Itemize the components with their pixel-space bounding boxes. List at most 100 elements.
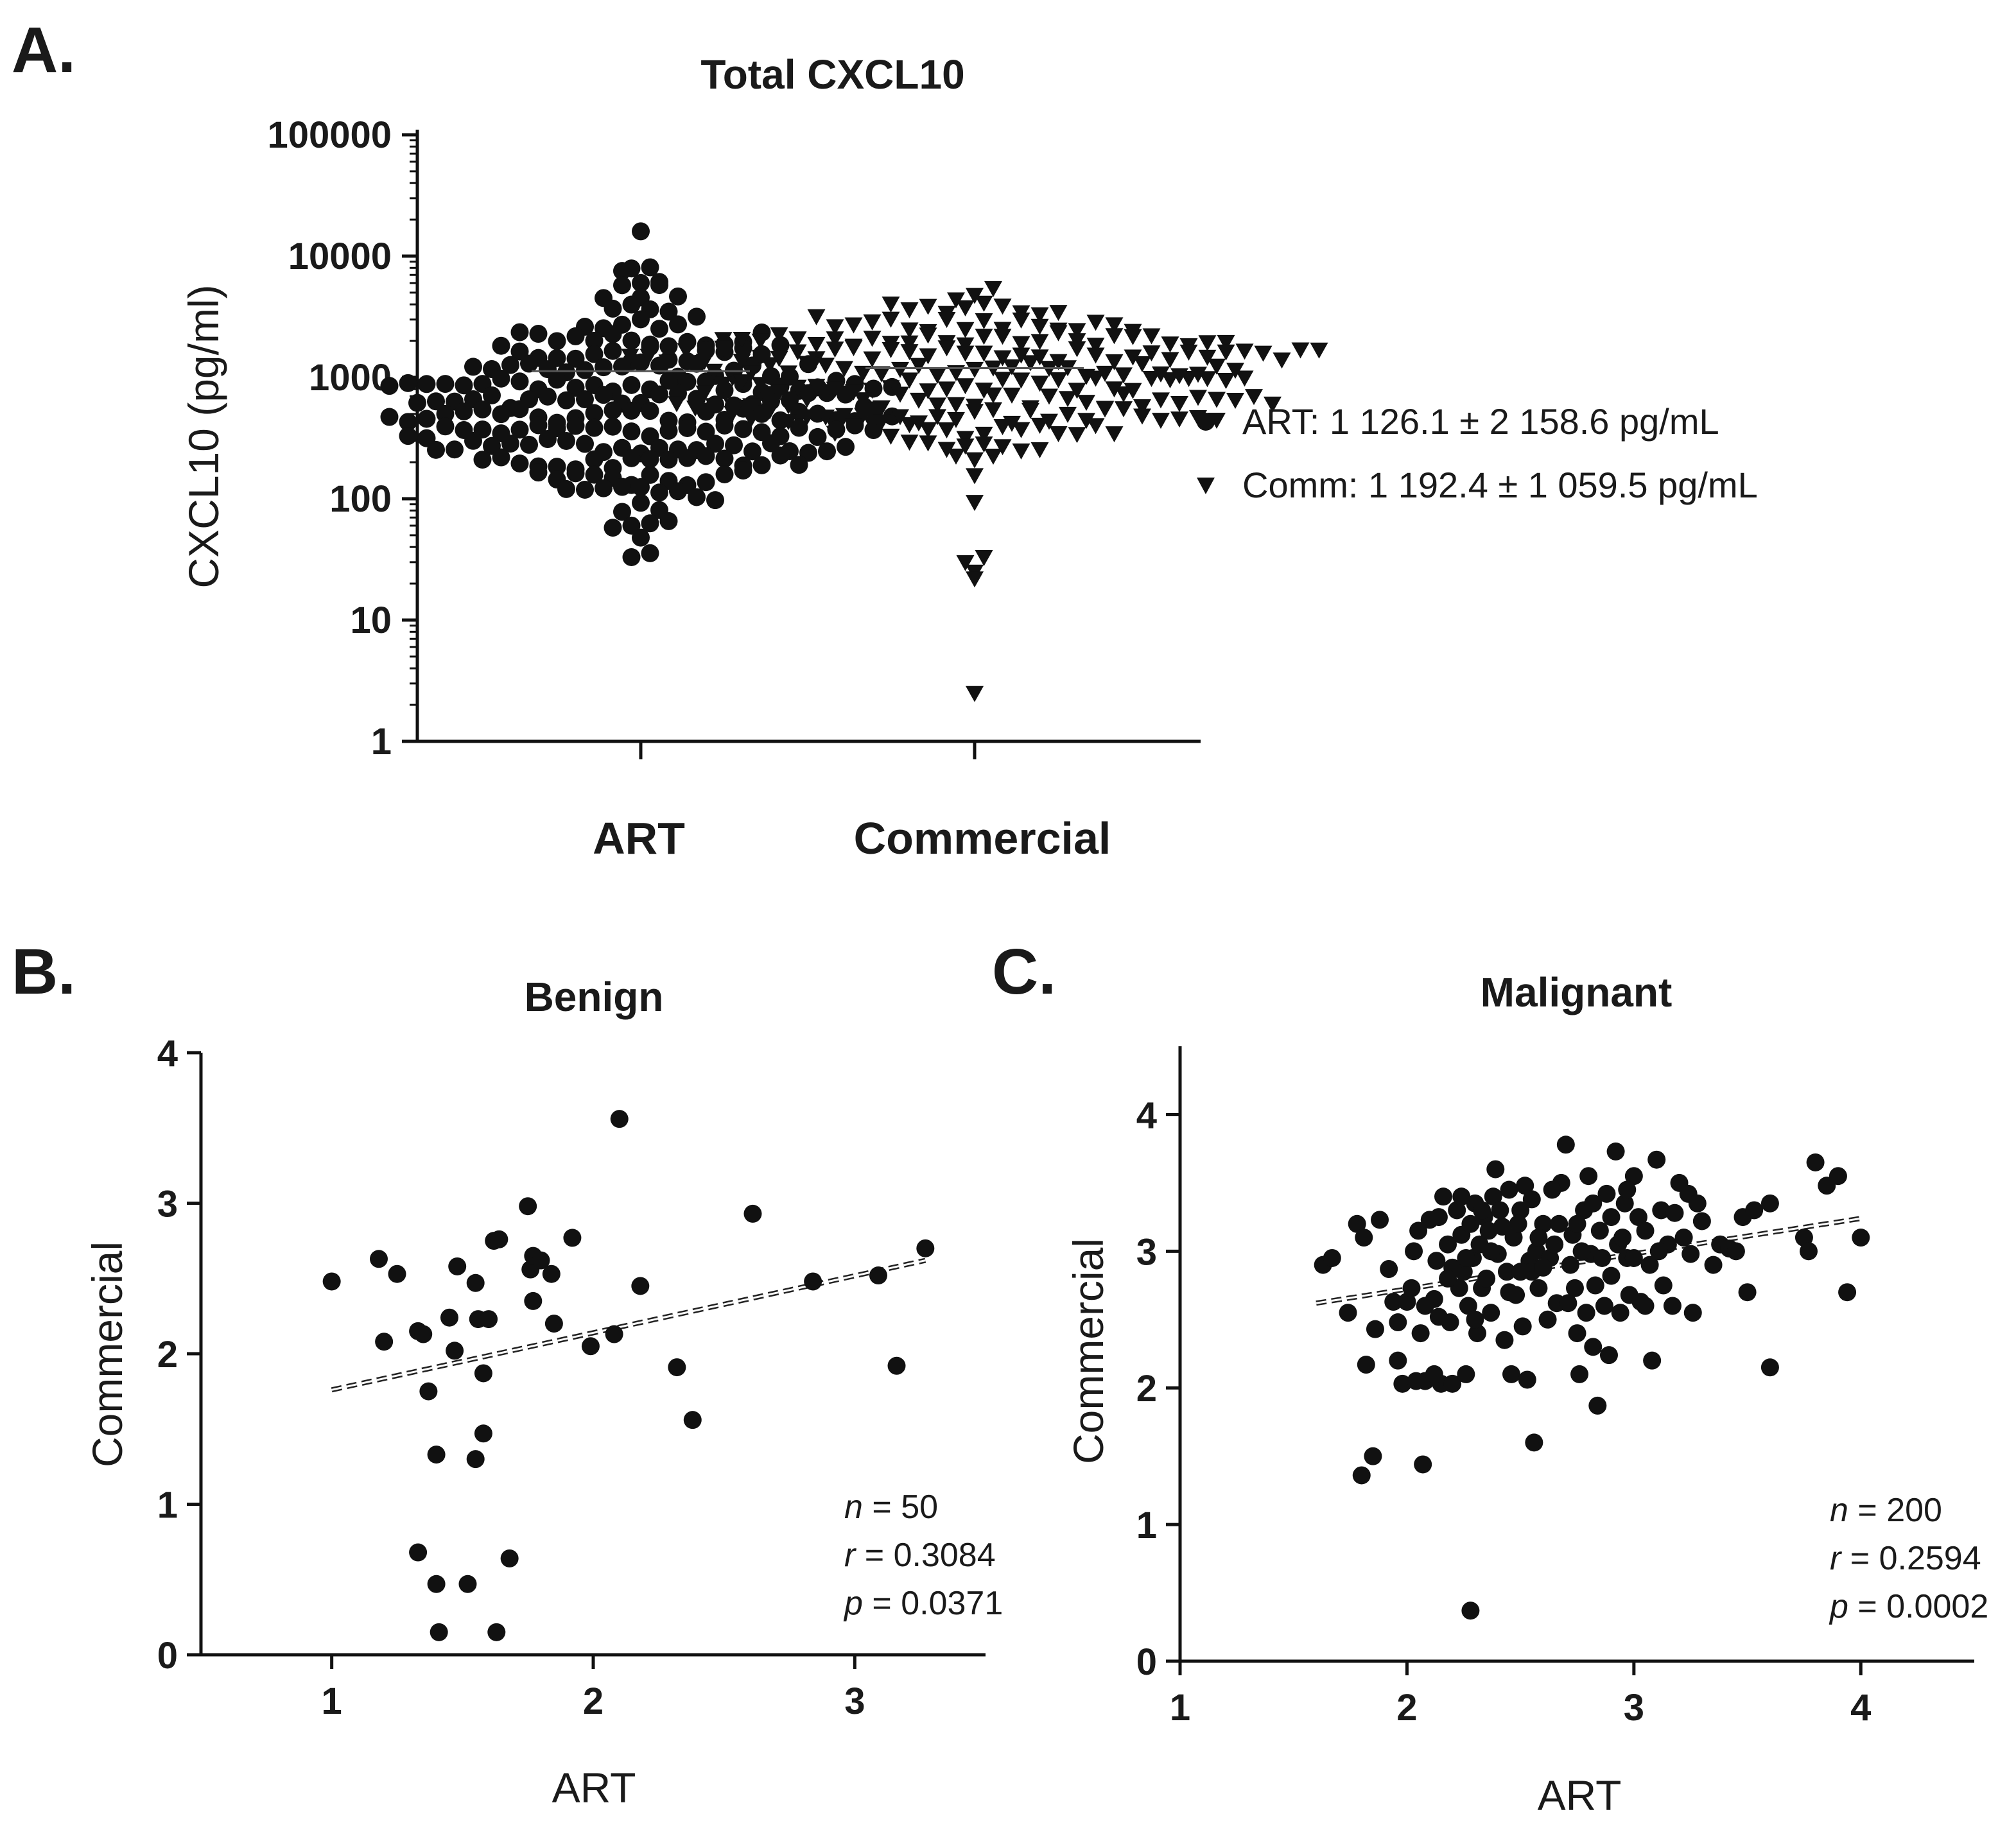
chart-a-commercial-point: [1235, 343, 1254, 360]
chart-c-point: [1434, 1187, 1452, 1206]
chart-a-y-tick-label: 100: [329, 478, 392, 520]
chart-a-commercial-point: [854, 365, 872, 382]
chart-a-commercial-point: [1217, 334, 1235, 351]
chart-b-point: [440, 1308, 458, 1327]
chart-a-commercial-point: [1291, 342, 1310, 359]
chart-a-commercial-point: [975, 383, 993, 399]
chart-c-point: [1611, 1304, 1629, 1322]
chart-c-y-tick-label: 0: [1136, 1641, 1157, 1683]
chart-a-art-point: [399, 427, 417, 445]
chart-c-point: [1602, 1208, 1621, 1227]
chart-a-art-point: [706, 435, 724, 453]
chart-a-commercial-point: [956, 345, 975, 362]
chart-c-point: [1389, 1351, 1407, 1370]
chart-a-commercial-point: [1030, 307, 1049, 324]
chart-a-commercial-point: [1003, 387, 1021, 404]
chart-b-y-tick-label: 2: [157, 1334, 178, 1376]
chart-a-commercial-point: [1021, 402, 1039, 419]
chart-a-art-point: [483, 386, 501, 404]
chart-a-art-point: [446, 440, 464, 459]
chart-c-y-tick-label: 3: [1136, 1231, 1157, 1273]
chart-a-commercial-point: [975, 426, 993, 443]
chart-a-commercial-point: [779, 365, 797, 382]
chart-a-commercial-point: [900, 435, 919, 451]
malignant-r-stat: r = 0.2594: [1830, 1540, 1981, 1577]
chart-a-art-point: [595, 358, 613, 377]
chart-c-point: [1799, 1242, 1818, 1261]
chart-c-point: [1593, 1248, 1612, 1267]
chart-c-point: [1416, 1297, 1434, 1315]
chart-a-art-point: [576, 390, 594, 409]
chart-a-art-point: [576, 480, 594, 499]
chart-a-art-point: [678, 419, 697, 438]
chart-a-commercial-point: [826, 426, 844, 442]
chart-b-trendline-inner: [331, 1259, 926, 1391]
chart-c-point: [1482, 1304, 1500, 1322]
chart-a-commercial-point: [1264, 396, 1282, 413]
chart-a-art-point: [622, 295, 641, 314]
chart-c-point: [1570, 1365, 1589, 1383]
chart-a-commercial-point: [984, 449, 1002, 465]
chart-a-commercial-point: [1030, 334, 1049, 350]
chart-c-point: [1482, 1242, 1500, 1261]
chart-a-commercial-point: [1170, 411, 1188, 428]
chart-a-art-point: [697, 447, 715, 465]
chart-a-commercial-point: [1235, 370, 1254, 387]
chart-a-art-point: [585, 465, 604, 484]
chart-c-point: [1852, 1229, 1870, 1247]
chart-a-commercial-point: [1012, 347, 1030, 364]
chart-a-art-point: [734, 339, 752, 358]
chart-a-commercial-point: [1068, 323, 1086, 340]
chart-b-point: [869, 1266, 887, 1285]
chart-a-commercial-point: [882, 297, 900, 313]
chart-a-commercial-point: [835, 408, 853, 424]
chart-a-commercial-point: [863, 417, 882, 433]
chart-c-point: [1405, 1242, 1423, 1261]
chart-a-commercial-point: [733, 354, 751, 370]
chart-a-art-point: [622, 422, 641, 441]
chart-a-commercial-point: [956, 378, 975, 395]
chart-a-art-point: [380, 408, 399, 426]
chart-a-commercial-point: [966, 495, 984, 512]
chart-c-x-tick-label: 3: [1624, 1687, 1644, 1729]
chart-a-commercial-point: [937, 340, 956, 357]
legend-comm-marker: [1197, 478, 1215, 494]
chart-a-art-point: [659, 337, 678, 356]
chart-c-point: [1495, 1331, 1514, 1349]
chart-c-ylabel: Commercial: [1064, 1238, 1112, 1464]
chart-a-art-point: [641, 450, 659, 469]
chart-a-commercial-point: [993, 419, 1012, 435]
chart-a-art-point: [566, 464, 585, 483]
chart-a-art-point: [604, 325, 622, 343]
chart-a-art-point: [641, 465, 659, 484]
chart-a-commercial-point: [956, 438, 975, 455]
chart-b-y-tick-label: 4: [157, 1033, 178, 1075]
chart-a-commercial-point: [947, 292, 965, 309]
chart-a-art-point: [557, 431, 575, 450]
chart-a-art-point: [613, 276, 631, 295]
chart-a-art-point: [622, 401, 641, 420]
chart-c-point: [1565, 1279, 1584, 1297]
chart-a-commercial-point: [1030, 349, 1049, 366]
chart-a-art-point: [697, 473, 715, 492]
chart-a-commercial-point: [788, 379, 807, 396]
chart-a-commercial-point: [714, 376, 733, 393]
chart-a-title: Total CXCL10: [700, 51, 964, 98]
chart-c-point: [1760, 1194, 1779, 1213]
chart-a-commercial-point: [891, 409, 909, 426]
chart-a-art-point: [548, 458, 566, 476]
chart-a-commercial-point: [1208, 358, 1226, 375]
chart-a-art-point: [632, 310, 650, 329]
chart-a-art-point: [837, 438, 855, 456]
chart-a-commercial-point: [751, 349, 770, 366]
chart-b-point: [490, 1230, 508, 1248]
chart-a-commercial-point: [835, 388, 853, 404]
chart-a-commercial-point: [928, 397, 946, 414]
chart-c-point: [1461, 1214, 1480, 1233]
chart-a-commercial-point: [1105, 328, 1124, 345]
chart-c-point: [1586, 1276, 1604, 1295]
chart-a-commercial-point: [937, 422, 956, 439]
chart-c-point: [1613, 1229, 1632, 1247]
